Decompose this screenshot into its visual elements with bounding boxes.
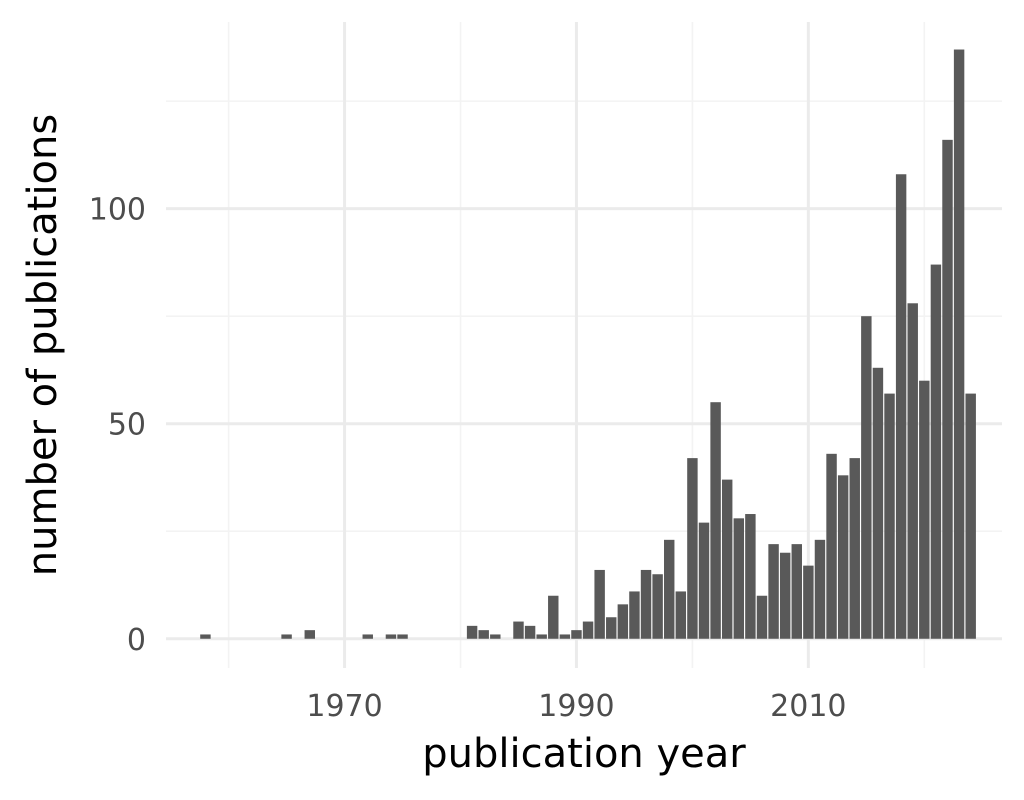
x-axis-title: publication year	[422, 731, 746, 777]
bar-1958	[200, 634, 211, 639]
bar-2017	[884, 393, 895, 639]
bar-1982	[478, 630, 489, 639]
bar-1985	[513, 621, 524, 639]
bar-1997	[652, 574, 663, 639]
bar-1991	[582, 621, 594, 639]
y-tick-label: 0	[127, 623, 146, 658]
bar-1995	[629, 591, 640, 639]
bar-1990	[571, 630, 582, 639]
bars	[200, 49, 976, 639]
bar-2007	[768, 544, 779, 639]
bar-1989	[559, 634, 571, 639]
bar-2015	[861, 316, 872, 639]
bar-2023	[953, 49, 965, 639]
bar-2019	[907, 303, 918, 639]
y-tick-label: 100	[89, 193, 146, 228]
bar-2005	[745, 514, 756, 639]
bar-2009	[791, 544, 802, 639]
bar-2022	[942, 139, 953, 639]
bar-2000	[687, 458, 698, 639]
bar-2016	[872, 367, 884, 639]
x-tick-label: 1970	[306, 689, 382, 724]
bar-1975	[397, 634, 408, 639]
bar-2012	[826, 453, 837, 639]
bar-2014	[849, 458, 860, 639]
bar-1983	[490, 634, 501, 639]
bar-1972	[362, 634, 373, 639]
bar-1993	[606, 617, 617, 639]
bar-1987	[536, 634, 547, 639]
bar-2006	[756, 595, 768, 639]
bar-1999	[675, 591, 687, 639]
bar-2013	[837, 475, 849, 639]
bar-2003	[721, 479, 733, 639]
y-tick-label: 50	[108, 408, 146, 443]
y-axis-title: number of publications	[20, 114, 66, 576]
bar-1986	[524, 625, 536, 639]
bar-1992	[594, 569, 605, 639]
bar-1965	[281, 634, 292, 639]
bar-1994	[617, 604, 629, 639]
bar-1967	[304, 630, 315, 639]
bar-2010	[803, 565, 814, 639]
bar-2020	[919, 380, 930, 639]
x-tick-labels: 1970 1990 2010	[306, 689, 846, 724]
bar-2021	[930, 264, 942, 639]
bar-2008	[779, 552, 791, 639]
bar-1996	[640, 569, 652, 639]
bar-1988	[548, 595, 559, 639]
bar-2001	[698, 522, 710, 639]
bar-2018	[895, 174, 907, 639]
bar-1974	[385, 634, 397, 639]
bar-2011	[814, 539, 826, 639]
bar-2024	[965, 393, 976, 639]
bar-2002	[710, 402, 721, 639]
bar-1981	[466, 625, 478, 639]
bar-1998	[664, 539, 675, 639]
bar-2004	[733, 518, 745, 639]
x-tick-label: 2010	[770, 689, 846, 724]
x-tick-label: 1990	[538, 689, 614, 724]
y-tick-labels: 0 50 100	[89, 193, 146, 658]
